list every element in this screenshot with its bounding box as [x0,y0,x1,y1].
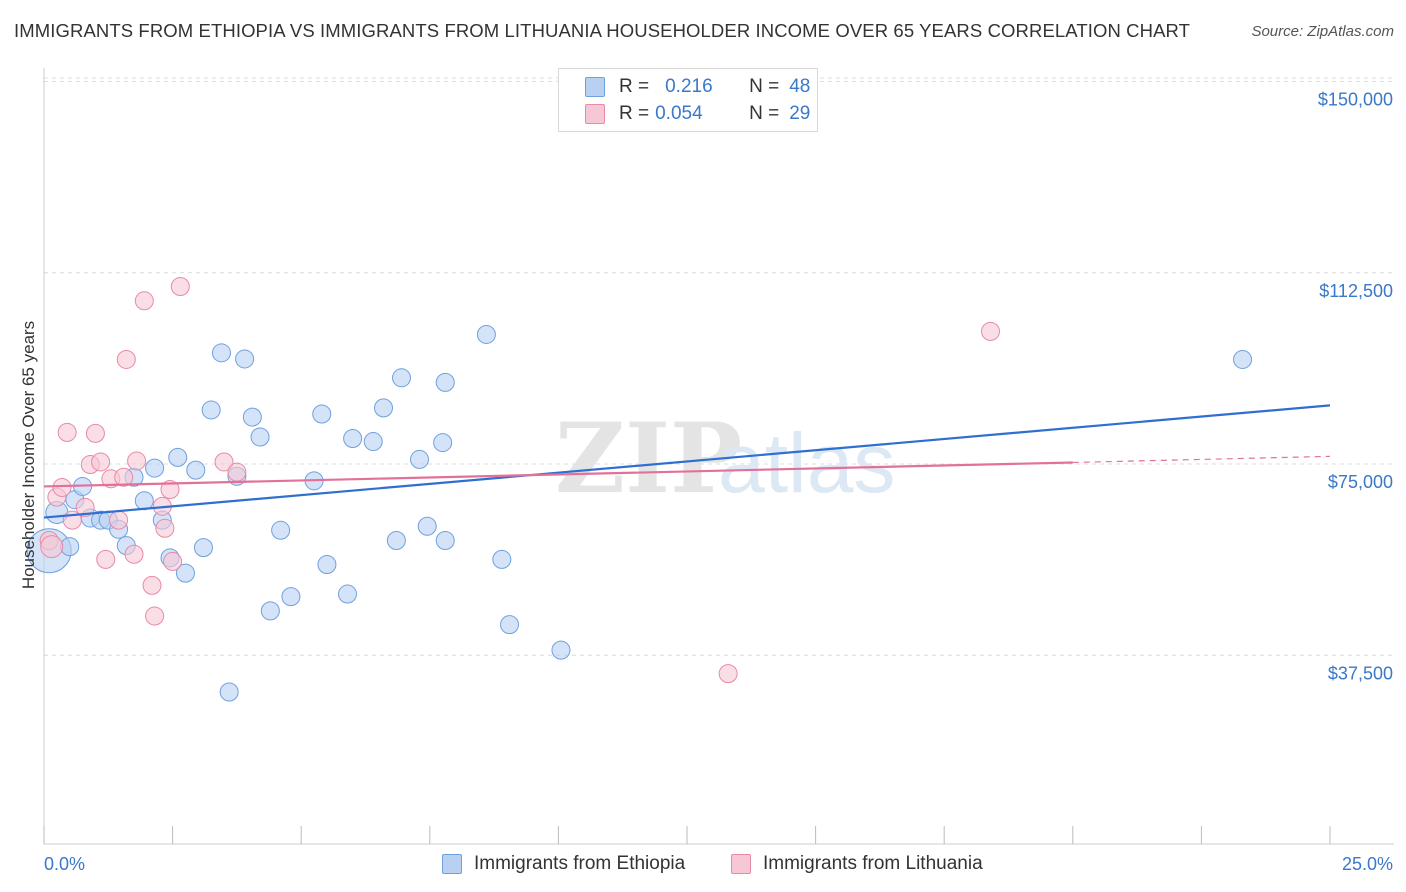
n-label: N = [749,76,780,97]
ethiopia-point [242,407,262,427]
ethiopia-point [175,563,195,583]
lithuania-point [96,549,116,569]
lithuania-point [718,664,738,684]
ethiopia-point [500,615,520,635]
lithuania-point [52,477,72,497]
y-tick-label: $150,000 [1318,90,1393,110]
ethiopia-point [374,398,394,418]
ethiopia-point [211,343,231,363]
lithuania-swatch [585,104,605,124]
ethiopia-point [193,538,213,558]
legend-row-lithuania: R = 0.054 N = 29 [585,102,810,126]
x-tick-label-max: 25.0% [1342,854,1393,874]
y-axis-label: Householder Income Over 65 years [19,321,38,589]
lithuania-swatch [731,854,751,874]
lithuania-point [114,467,134,487]
lithuania-point [163,551,183,571]
n-value: 48 [789,76,811,97]
lithuania-point [91,452,111,472]
r-label: R = [619,76,650,97]
lithuania-point [85,423,105,443]
ethiopia-point [433,433,453,453]
source-credit: Source: ZipAtlas.com [1251,23,1394,40]
x-tick-label-min: 0.0% [44,854,85,874]
lithuania-points [39,277,1000,684]
ethiopia-point [551,640,571,660]
ethiopia-point [168,447,188,467]
n-label: N = [749,103,780,124]
axes [43,68,1394,845]
lithuania-point [40,535,64,559]
ethiopia-point [134,491,154,511]
lithuania-point [57,422,77,442]
ethiopia-point [435,372,455,392]
ethiopia-point [145,458,165,478]
correlation-legend: R = 0.216 N = 48 R = 0.054 N = 29 [558,68,818,132]
ethiopia-point [1233,349,1253,369]
lithuania-point [134,291,154,311]
lithuania-point [214,452,234,472]
ethiopia-swatch [442,854,462,874]
y-tick-label: $75,000 [1328,472,1393,492]
ethiopia-point [337,584,357,604]
bottom-legend-ethiopia: Immigrants from Ethiopia [442,851,685,877]
ethiopia-point [60,537,80,557]
lithuania-point [75,497,95,517]
trend-lines [43,404,1331,519]
lithuania-point [116,349,136,369]
lithuania-point [145,606,165,626]
lithuania-point [980,321,1000,341]
watermark-atlas: atlas [718,416,895,510]
ethiopia-point [435,531,455,550]
lithuania-point [170,277,190,297]
ethiopia-point [235,349,255,369]
ethiopia-legend-label: Immigrants from Ethiopia [474,853,686,874]
lithuania-point [160,480,180,499]
y-tick-label: $112,500 [1319,281,1393,301]
ethiopia-point [392,368,412,388]
lithuania-point [124,544,144,564]
ethiopia-point [281,587,301,607]
axis-labels: $37,500 $75,000 $112,500 $150,000 0.0% 25.0% [44,90,1393,875]
ethiopia-point [186,460,206,480]
ethiopia-point [492,549,512,569]
lithuania-point [227,462,247,482]
ethiopia-point [201,400,221,420]
ethiopia-swatch [585,77,605,97]
lithuania-trendline-extension [1072,455,1331,464]
ethiopia-point [219,682,239,702]
ethiopia-point [410,449,430,469]
lithuania-point [127,451,147,471]
lithuania-point [142,575,162,595]
r-value: 0.216 [665,76,713,97]
lithuania-trendline [43,461,1073,488]
ethiopia-point [312,404,332,424]
ethiopia-point [363,432,383,452]
lithuania-point [155,518,175,538]
lithuania-point [109,510,129,530]
ethiopia-point [476,324,496,344]
ethiopia-point [343,429,363,448]
ethiopia-point [271,520,291,540]
chart-title: IMMIGRANTS FROM ETHIOPIA VS IMMIGRANTS F… [14,20,1191,41]
legend-row-ethiopia: R = 0.216 N = 48 [585,75,810,99]
y-tick-label: $37,500 [1328,663,1393,683]
r-label: R = [619,103,650,124]
r-value: 0.054 [655,103,703,124]
ethiopia-point [250,427,270,447]
ethiopia-point [386,531,406,550]
bottom-legend-lithuania: Immigrants from Lithuania [731,851,983,877]
ethiopia-point [260,601,280,621]
ethiopia-point [417,516,437,536]
ethiopia-point [317,554,337,574]
n-value: 29 [789,103,811,124]
ethiopia-trendline [43,404,1331,519]
lithuania-legend-label: Immigrants from Lithuania [763,853,983,874]
